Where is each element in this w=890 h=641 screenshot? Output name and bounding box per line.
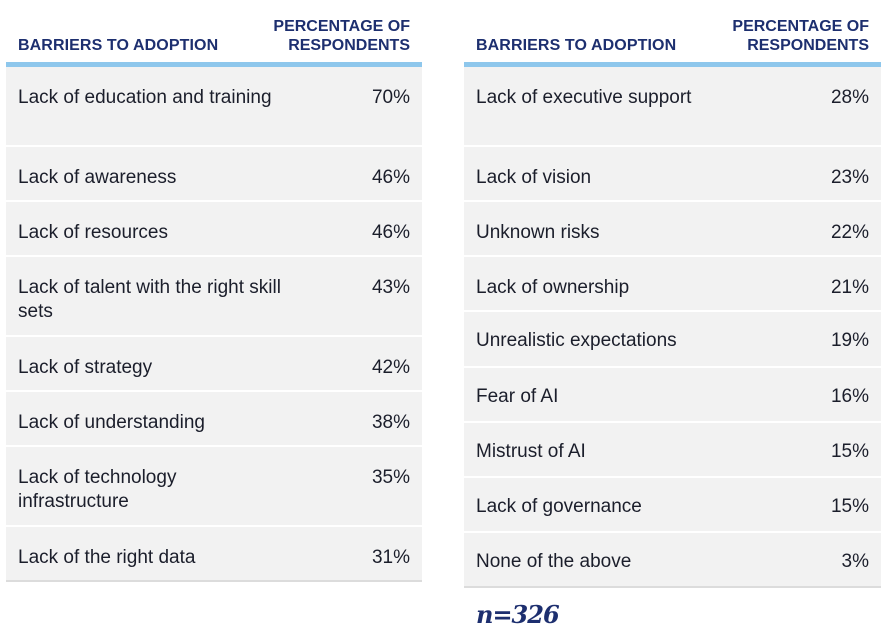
row-value: 46% xyxy=(371,167,410,188)
row-value: 28% xyxy=(830,87,869,108)
table-row: Lack of technology infrastructure 35% xyxy=(6,447,422,527)
row-label: Lack of governance xyxy=(476,496,642,517)
row-label: Fear of AI xyxy=(476,386,559,407)
row-label: Lack of technology infrastructure xyxy=(18,467,177,512)
table-row: Lack of education and training 70% xyxy=(6,67,422,147)
row-label: Lack of resources xyxy=(18,222,168,243)
header-percentage: PERCENTAGE OF RESPONDENTS xyxy=(732,17,869,55)
row-label: Lack of ownership xyxy=(476,277,630,298)
table-row: Unrealistic expectations 19% xyxy=(464,312,881,368)
header-percentage-line1: PERCENTAGE OF xyxy=(732,18,869,35)
row-label: Unknown risks xyxy=(476,222,600,243)
row-label: Lack of the right data xyxy=(18,547,196,568)
row-value: 15% xyxy=(830,441,869,462)
row-value: 43% xyxy=(371,277,410,298)
table-row: Lack of strategy 42% xyxy=(6,337,422,392)
row-label: Lack of talent with the right skill sets xyxy=(18,277,281,322)
row-value: 21% xyxy=(830,277,869,298)
table-row: Lack of executive support 28% xyxy=(464,67,881,147)
table-row: Mistrust of AI 15% xyxy=(464,423,881,478)
table-row: Fear of AI 16% xyxy=(464,368,881,423)
row-label: None of the above xyxy=(476,551,632,572)
header-percentage-line1: PERCENTAGE OF xyxy=(273,18,410,35)
row-label: Lack of education and training xyxy=(18,87,272,108)
table-row: Lack of understanding 38% xyxy=(6,392,422,447)
table-row: Lack of awareness 46% xyxy=(6,147,422,202)
header-percentage: PERCENTAGE OF RESPONDENTS xyxy=(273,17,410,55)
row-label: Lack of executive support xyxy=(476,87,692,108)
row-label: Unrealistic expectations xyxy=(476,330,677,351)
right-table-header: BARRIERS TO ADOPTION PERCENTAGE OF RESPO… xyxy=(464,14,881,67)
header-barriers: BARRIERS TO ADOPTION xyxy=(18,37,219,54)
header-barriers: BARRIERS TO ADOPTION xyxy=(476,37,677,54)
row-value: 42% xyxy=(371,357,410,378)
row-label: Lack of awareness xyxy=(18,167,177,188)
row-value: 19% xyxy=(830,330,869,351)
row-value: 31% xyxy=(371,547,410,568)
row-value: 35% xyxy=(371,467,410,488)
row-value: 46% xyxy=(371,222,410,243)
table-row: Lack of resources 46% xyxy=(6,202,422,257)
sample-size-note: n=326 xyxy=(476,600,560,629)
table-row: Lack of the right data 31% xyxy=(6,527,422,582)
table-row: None of the above 3% xyxy=(464,533,881,588)
right-table: BARRIERS TO ADOPTION PERCENTAGE OF RESPO… xyxy=(464,14,881,588)
row-value: 3% xyxy=(841,551,869,572)
row-label: Lack of vision xyxy=(476,167,592,188)
row-label: Lack of understanding xyxy=(18,412,205,433)
left-table-header: BARRIERS TO ADOPTION PERCENTAGE OF RESPO… xyxy=(6,14,422,67)
row-label: Lack of strategy xyxy=(18,357,153,378)
table-row: Lack of talent with the right skill sets… xyxy=(6,257,422,337)
row-value: 22% xyxy=(830,222,869,243)
row-label: Mistrust of AI xyxy=(476,441,586,462)
table-row: Lack of governance 15% xyxy=(464,478,881,533)
table-row: Lack of vision 23% xyxy=(464,147,881,202)
table-row: Unknown risks 22% xyxy=(464,202,881,257)
row-value: 23% xyxy=(830,167,869,188)
left-table: BARRIERS TO ADOPTION PERCENTAGE OF RESPO… xyxy=(6,14,422,582)
header-percentage-line2: RESPONDENTS xyxy=(747,37,869,54)
row-value: 15% xyxy=(830,496,869,517)
row-value: 70% xyxy=(371,87,410,108)
row-value: 16% xyxy=(830,386,869,407)
row-value: 38% xyxy=(371,412,410,433)
header-percentage-line2: RESPONDENTS xyxy=(288,37,410,54)
table-row: Lack of ownership 21% xyxy=(464,257,881,312)
